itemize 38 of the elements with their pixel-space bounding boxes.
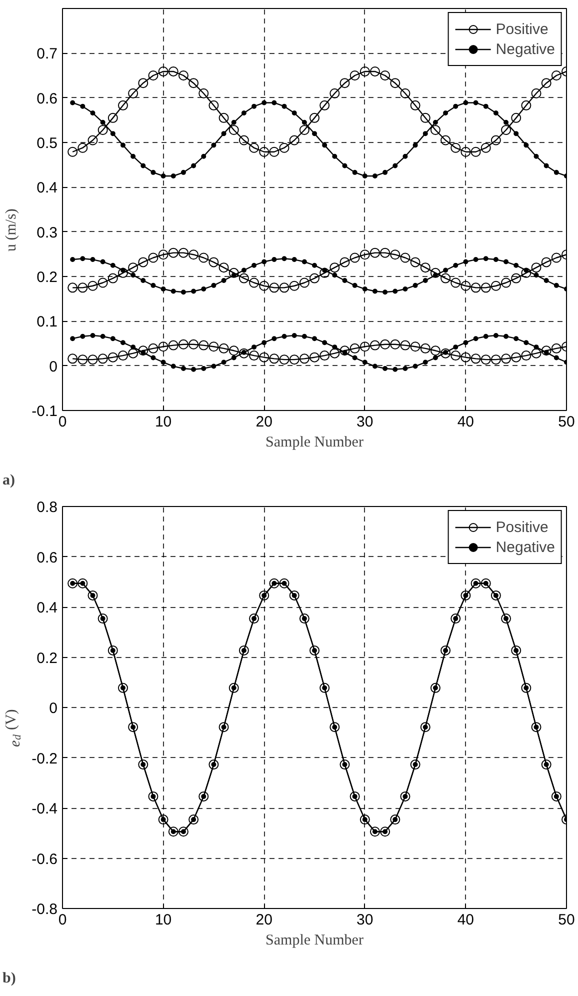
y-tick-label: -0.1 <box>32 403 58 420</box>
x-axis-title: Sample Number <box>266 932 364 948</box>
y-tick-label: 0.4 <box>36 180 58 197</box>
y-tick-label: -0.2 <box>32 750 58 768</box>
x-tick-label: 50 <box>558 414 575 430</box>
x-tick-label: 20 <box>256 414 272 430</box>
legend-label: Positive <box>496 518 548 536</box>
y-tick-label: 0.8 <box>36 499 58 516</box>
y-tick-label: 0.7 <box>36 46 58 63</box>
x-tick-label: 10 <box>154 912 172 928</box>
x-axis-title: Sample Number <box>266 434 364 450</box>
y-tick-label: 0.6 <box>36 90 58 108</box>
legend-label: Negative <box>496 40 555 58</box>
x-tick-label: 50 <box>558 912 575 928</box>
y-axis-title: u (m/s) <box>4 208 20 252</box>
y-tick-label: 0.2 <box>36 269 58 286</box>
y-tick-label: 0.6 <box>36 549 58 566</box>
x-tick-label: 20 <box>256 912 272 928</box>
y-axis-title: ed (V) <box>4 709 24 748</box>
x-tick-label: 10 <box>154 414 172 430</box>
y-tick-label: 0.2 <box>36 650 58 667</box>
text: b) <box>2 970 16 986</box>
y-tick-label: 0 <box>49 358 58 376</box>
y-tick-label: 0.5 <box>36 135 58 152</box>
legend-label: Negative <box>496 538 555 556</box>
y-tick-label: -0.4 <box>32 800 58 818</box>
text: a) <box>2 472 15 488</box>
x-tick-label: 40 <box>457 414 474 430</box>
y-tick-label: 0.3 <box>36 224 58 242</box>
x-tick-label: 40 <box>457 912 474 928</box>
x-tick-label: 30 <box>356 912 374 928</box>
y-tick-label: 0 <box>49 700 58 717</box>
x-tick-label: 30 <box>356 414 374 430</box>
y-tick-label: -0.6 <box>32 850 58 868</box>
y-tick-label: -0.8 <box>32 901 58 918</box>
y-tick-label: 0.4 <box>36 600 58 616</box>
y-tick-label: 0.1 <box>36 314 58 331</box>
legend-label: Positive <box>496 20 548 38</box>
